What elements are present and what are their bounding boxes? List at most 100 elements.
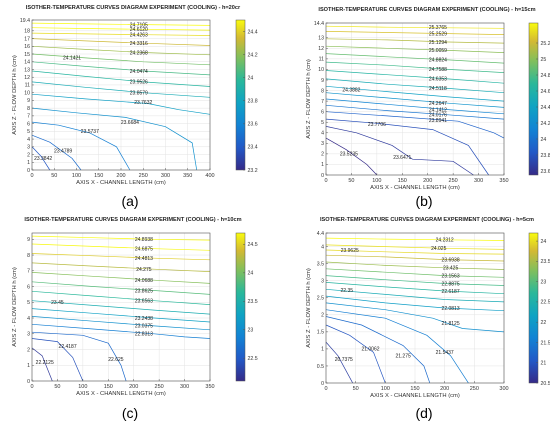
y-tick-label: 5 (321, 120, 324, 126)
x-axis-label: AXIS X - CHANNEL LENGTH (cm) (76, 391, 166, 397)
y-tick-label: 9 (27, 98, 30, 104)
x-tick-label: 250 (449, 178, 458, 184)
colorbar-tick-label: 21 (541, 361, 547, 367)
contour-line (325, 302, 505, 333)
chart-panel-c: ISOTHER-TEMPERATURE CURVES DIAGRAM EXPER… (12, 217, 258, 397)
colorbar-tick-label: 24.4 (541, 105, 550, 111)
contour-line (31, 243, 211, 251)
x-axis-label: AXIS X - CHANNEL LENGTH (cm) (370, 185, 460, 191)
y-tick-label: 5 (27, 300, 30, 306)
contour-label: 24.0176 (429, 113, 447, 119)
colorbar-tick-label: 23.4 (248, 145, 258, 151)
caption-b: (b) (415, 193, 432, 209)
colorbar-tick-label: 23.8 (541, 153, 550, 159)
x-tick-label: 150 (398, 178, 407, 184)
colorbar-tick-label: 23 (541, 279, 547, 285)
contour-label: 23.8579 (130, 90, 148, 96)
contour-label: 23.2438 (135, 316, 153, 322)
y-tick-label: 1 (27, 363, 30, 369)
x-tick-label: 350 (205, 384, 214, 390)
x-tick-label: 50 (54, 384, 60, 390)
chart-title: ISOTHER-TEMPERATURE CURVES DIAGRAM EXPER… (318, 7, 535, 13)
y-tick-label: 7 (27, 269, 30, 275)
contour-line (325, 268, 505, 278)
contour-label: 24.2312 (436, 238, 454, 244)
chart-title: ISOTHER-TEMPERATURE CURVES DIAGRAM EXPER… (320, 217, 534, 223)
contour-label: 23.6684 (121, 120, 139, 126)
colorbar-tick-label: 25.2 (541, 41, 550, 47)
y-tick-label: 15 (24, 52, 30, 58)
contour-label: 22.35 (341, 288, 354, 294)
y-tick-label: 4 (321, 131, 324, 137)
contour-label: 25.0059 (429, 48, 447, 54)
y-tick-label: 9 (27, 237, 30, 243)
contour-line (325, 92, 505, 108)
contour-line (325, 53, 505, 64)
y-tick-label: 18 (24, 29, 30, 35)
contour-line (31, 281, 211, 295)
contour-line (325, 324, 386, 384)
colorbar-tick-label: 23.6 (541, 169, 550, 175)
contour-line (325, 25, 505, 29)
caption-d: (d) (415, 405, 432, 421)
colorbar-tick-label: 24.5 (248, 242, 258, 248)
chart-panel-a: ISOTHER-TEMPERATURE CURVES DIAGRAM EXPER… (12, 5, 258, 186)
y-tick-label: 17 (24, 36, 30, 42)
chart-panel-d: ISOTHER-TEMPERATURE CURVES DIAGRAM EXPER… (306, 217, 550, 399)
contour-label: 24.5118 (429, 86, 447, 92)
x-tick-label: 100 (372, 178, 381, 184)
contour-label: 23.1563 (442, 273, 460, 279)
x-tick-label: 50 (353, 386, 359, 392)
contour-line (31, 45, 211, 56)
y-tick-label: 2 (27, 152, 30, 158)
y-tick-label: 4.4 (317, 231, 324, 237)
y-tick-label: 12 (24, 75, 30, 81)
contour-label: 24.0474 (130, 69, 148, 75)
x-tick-label: 350 (183, 173, 192, 179)
contour-line (325, 282, 505, 295)
y-tick-label: 6 (27, 121, 30, 127)
chart-title: ISOTHER-TEMPERATURE CURVES DIAGRAM EXPER… (26, 5, 241, 11)
chart-panel-b: ISOTHER-TEMPERATURE CURVES DIAGRAM EXPER… (306, 7, 550, 191)
x-tick-label: 400 (205, 173, 214, 179)
y-tick-label: 13 (24, 67, 30, 73)
contour-line (31, 61, 211, 76)
colorbar-tick-label: 25 (541, 57, 547, 63)
y-tick-label: 6 (27, 284, 30, 290)
colorbar-tick-label: 20.5 (541, 381, 550, 387)
y-tick-label: 3 (321, 141, 324, 147)
contour-line (31, 107, 198, 171)
y-tick-label: 10 (24, 90, 30, 96)
contour-label: 23.6471 (393, 155, 411, 161)
contour-line (325, 261, 505, 270)
contour-line (325, 249, 505, 255)
caption-a: (a) (121, 193, 138, 209)
contour-line (325, 38, 505, 44)
colorbar-tick-label: 24 (541, 239, 547, 245)
x-tick-label: 250 (139, 173, 148, 179)
contour-line (325, 288, 505, 303)
y-axis-label: AXIS Z - FLOW DEPTH h (cm) (12, 55, 18, 135)
contour-line (31, 27, 211, 31)
contour-label: 23.5737 (81, 129, 99, 135)
y-tick-label: 5 (27, 129, 30, 135)
colorbar (235, 232, 246, 382)
y-tick-label: 1.5 (317, 330, 324, 336)
y-tick-label: 0 (27, 379, 30, 385)
contour-label: 24.7588 (429, 67, 447, 73)
contour-line (325, 341, 354, 384)
contour-label: 21.5437 (436, 350, 454, 356)
contour-label: 25.3765 (429, 25, 447, 31)
colorbar-tick-label: 24 (248, 271, 254, 277)
contour-label: 23.4789 (54, 148, 72, 154)
contour-label: 24.0688 (135, 278, 153, 284)
contour-label: 24.7105 (130, 22, 148, 28)
contour-line (325, 45, 505, 53)
contour-line (31, 38, 211, 46)
colorbar-tick-label: 23 (248, 328, 254, 334)
colorbar-tick-label: 23.8 (248, 99, 258, 105)
y-tick-label: 6 (321, 109, 324, 115)
contour-line (31, 121, 131, 171)
y-tick-label: 11 (319, 57, 324, 63)
